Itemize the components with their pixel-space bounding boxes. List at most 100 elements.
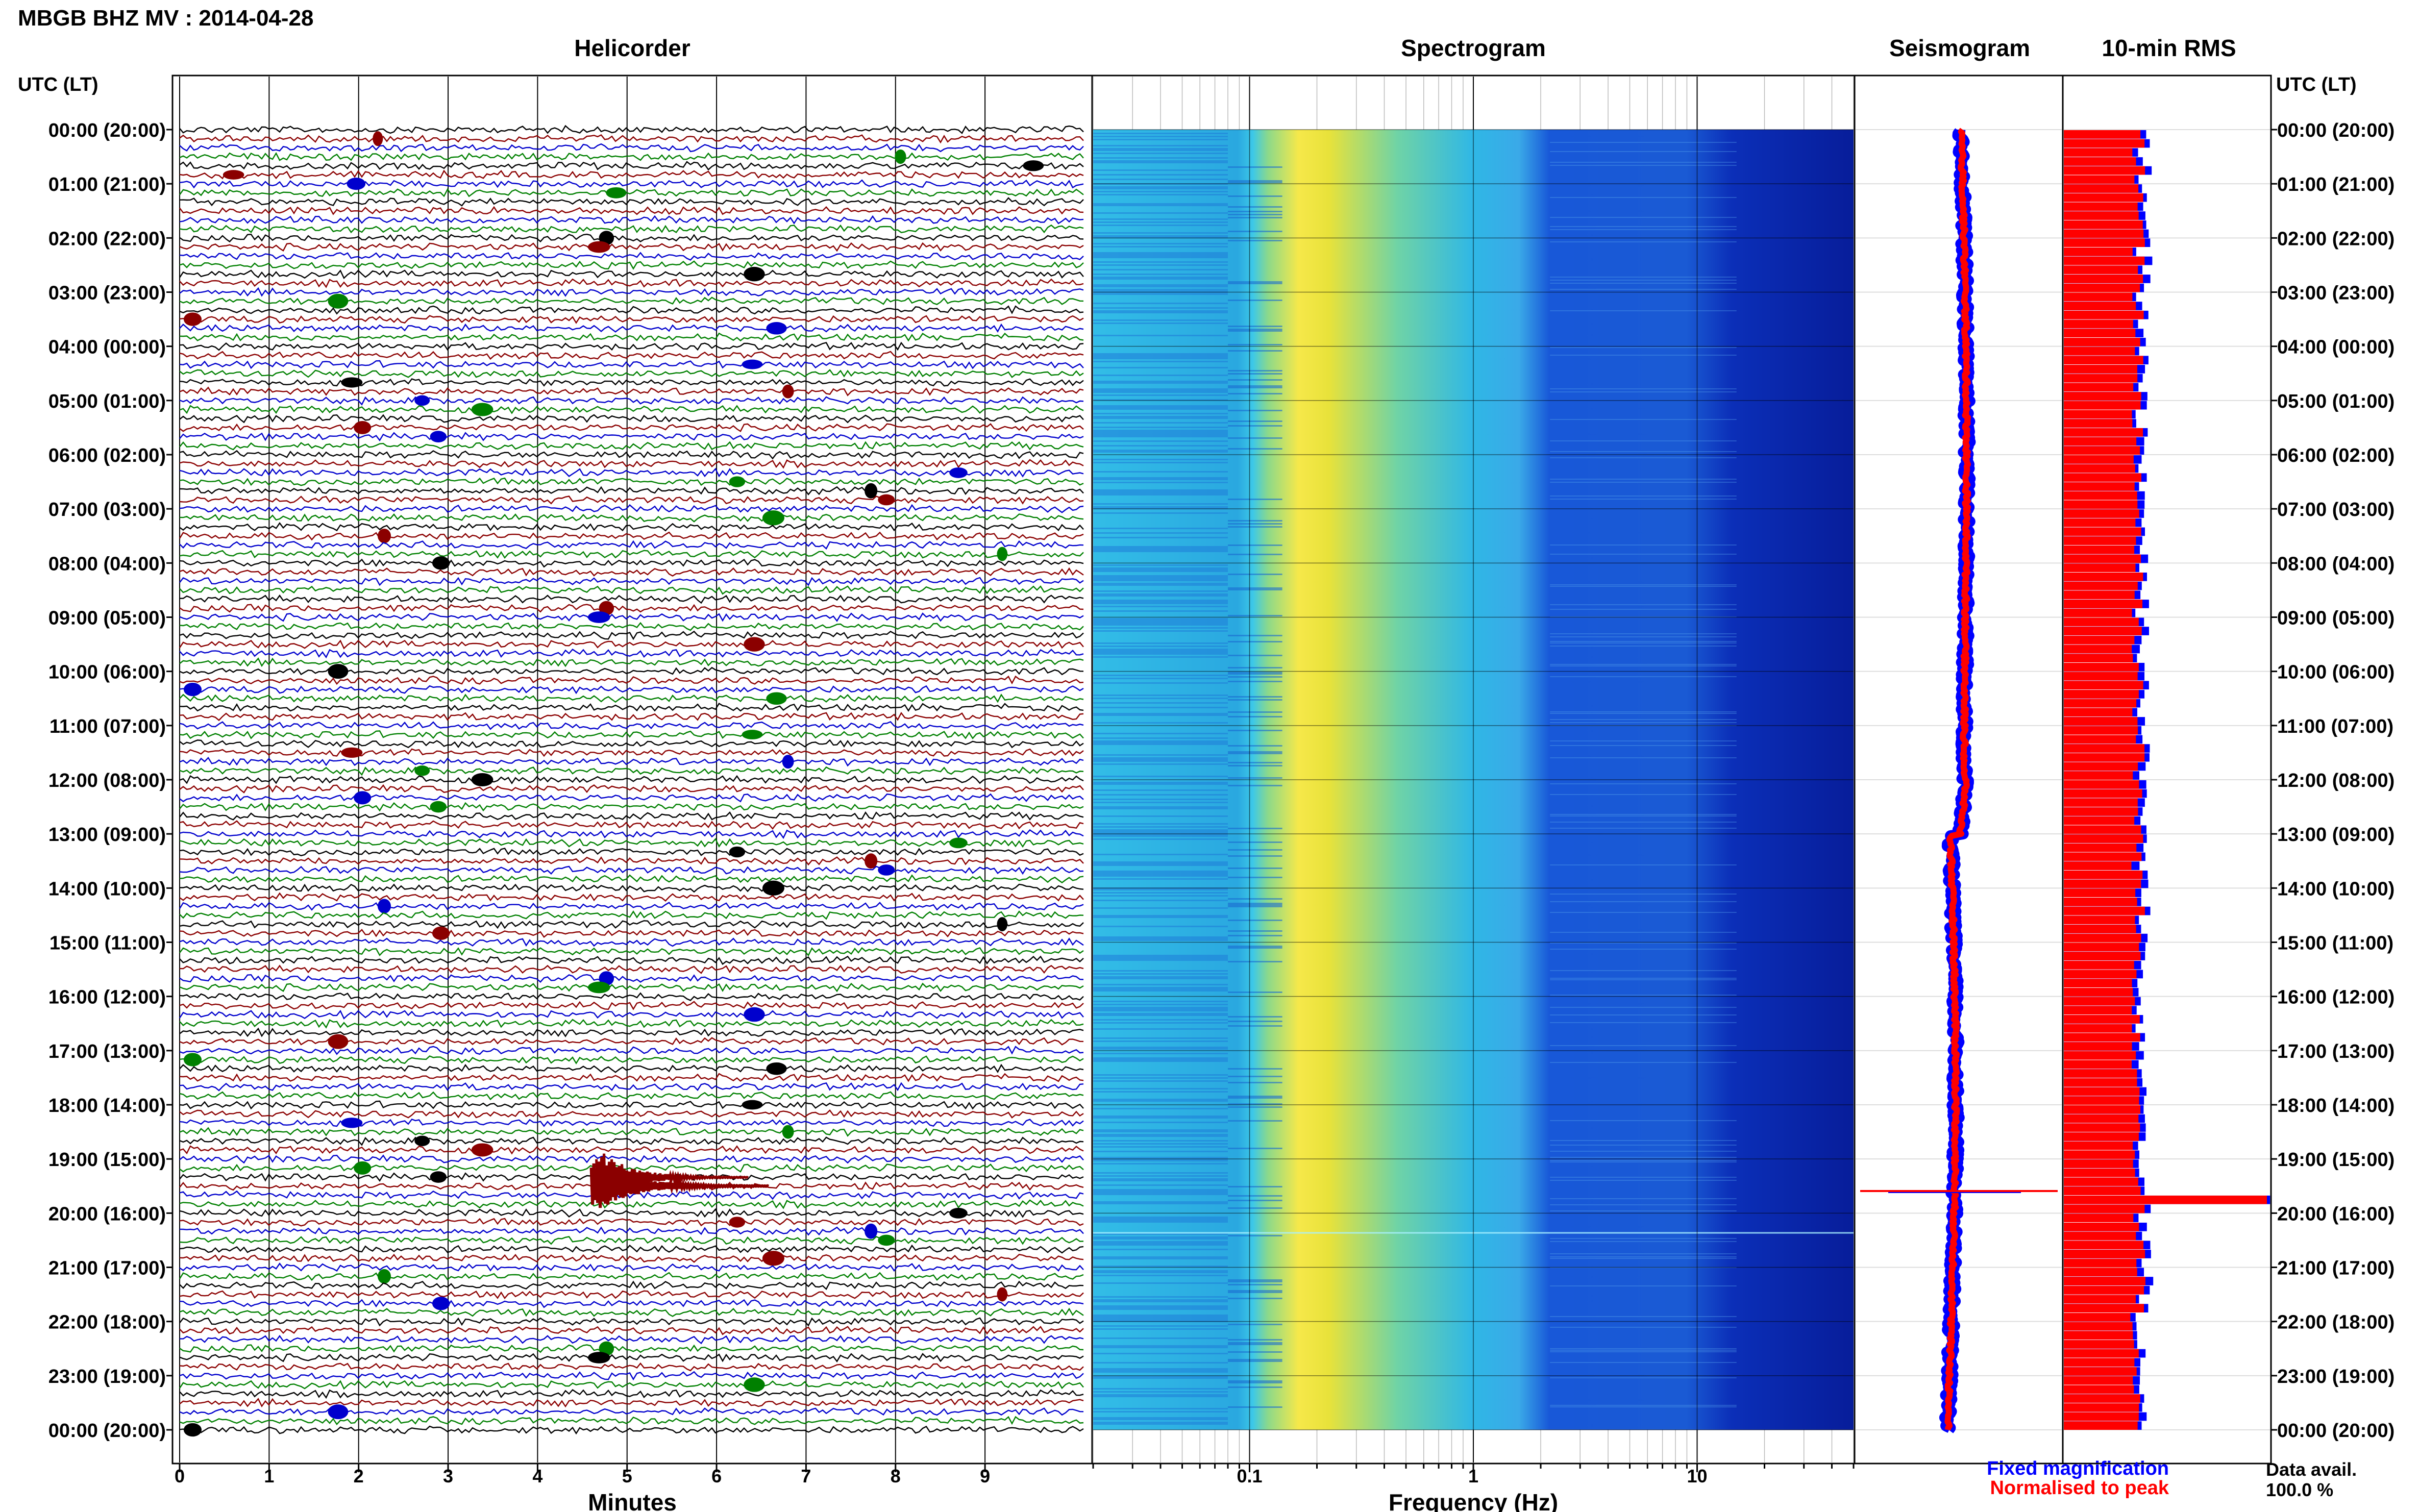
rms-bar xyxy=(2064,310,2144,319)
helicorder-trace-row xyxy=(179,1190,1084,1200)
time-label-right: 07:00 (03:00) xyxy=(2277,499,2395,520)
helicorder-burst xyxy=(865,1223,878,1239)
helicorder-trace-row xyxy=(179,1163,1084,1173)
left-time-labels: 00:00 (20:00) 01:00 (21:00) 02:00 (22:00) 0… xyxy=(48,120,172,1442)
spectrogram-tick-label: 0.1 xyxy=(1237,1466,1262,1486)
helicorder-burst xyxy=(341,377,363,388)
helicorder-trace-row xyxy=(179,1344,1084,1353)
rms-bar xyxy=(2064,1349,2139,1358)
rms-bar xyxy=(2064,1150,2135,1159)
helicorder-trace-row xyxy=(179,622,1084,631)
time-label-left: 03:00 (23:00) xyxy=(48,283,166,304)
helicorder-trace-row xyxy=(179,269,1084,280)
rms-bar xyxy=(2064,888,2136,898)
rms-bar xyxy=(2064,780,2139,789)
helicorder-burst xyxy=(782,384,794,399)
rms-bar xyxy=(2064,392,2141,401)
rms-bar xyxy=(2064,1195,2267,1204)
helicorder-trace-row xyxy=(179,657,1084,667)
helicorder-panel xyxy=(171,75,1093,1465)
rms-bar xyxy=(2064,1340,2134,1349)
helicorder-burst xyxy=(328,1034,349,1049)
rms-bar xyxy=(2064,383,2134,392)
helicorder-burst xyxy=(766,322,787,335)
helicorder-burst xyxy=(744,1007,765,1022)
helicorder-tick-label: 7 xyxy=(801,1466,811,1486)
helicorder-trace-row xyxy=(179,125,1084,134)
spectrogram-grid xyxy=(1093,77,1854,1463)
helicorder-trace-row xyxy=(179,929,1084,938)
helicorder-trace-row xyxy=(179,892,1084,902)
helicorder-burst xyxy=(430,431,447,442)
helicorder-burst xyxy=(762,1251,784,1266)
rms-bar xyxy=(2064,1096,2139,1105)
helicorder-trace-row xyxy=(179,982,1084,993)
helicorder-trace-row xyxy=(179,630,1084,640)
helicorder-trace-row xyxy=(179,287,1084,297)
helicorder-trace-row xyxy=(179,974,1084,983)
rms-bar xyxy=(2064,1015,2140,1024)
helicorder-burst xyxy=(183,1423,202,1437)
rms-bar xyxy=(2064,337,2140,346)
helicorder-trace-row xyxy=(179,992,1084,1001)
helicorder-burst xyxy=(347,178,366,190)
helicorder-trace-row xyxy=(179,721,1084,730)
time-label-right: 14:00 (10:00) xyxy=(2277,878,2395,900)
helicorder-trace-row xyxy=(179,1218,1084,1227)
rms-bar xyxy=(2064,302,2136,310)
helicorder-burst xyxy=(341,747,363,758)
rms-bar xyxy=(2064,581,2138,590)
helicorder-trace-row xyxy=(179,513,1084,523)
time-label-left: 16:00 (12:00) xyxy=(48,987,166,1008)
helicorder-burst xyxy=(744,637,765,652)
spectrogram-panel xyxy=(1091,75,1856,1465)
rms-bar xyxy=(2064,1114,2139,1123)
rms-bar xyxy=(2064,554,2141,563)
time-label-left: 01:00 (21:00) xyxy=(48,174,166,195)
rms-bar xyxy=(2064,1331,2133,1340)
rms-bar xyxy=(2064,672,2138,681)
time-label-left: 00:00 (20:00) xyxy=(48,120,166,141)
spectrogram-xlabel: Frequency (Hz) xyxy=(1389,1489,1558,1512)
helicorder-trace-row xyxy=(179,341,1084,351)
rms-bar xyxy=(2064,1394,2140,1403)
helicorder-burst xyxy=(744,266,765,282)
helicorder-trace-row xyxy=(179,1091,1084,1101)
rms-bar xyxy=(2064,1258,2137,1268)
rms-bar xyxy=(2064,1123,2140,1132)
time-label-left: 06:00 (02:00) xyxy=(48,445,166,466)
helicorder-trace-row xyxy=(179,604,1084,613)
time-label-right: 11:00 (07:00) xyxy=(2277,716,2393,737)
rms-bar xyxy=(2064,735,2136,744)
helicorder-burst xyxy=(587,611,610,623)
rms-bar xyxy=(2064,437,2137,446)
helicorder-traces xyxy=(179,125,1084,1437)
time-label-right: 00:00 (20:00) xyxy=(2277,120,2395,141)
helicorder-burst xyxy=(183,1053,202,1067)
helicorder-burst xyxy=(587,241,610,253)
time-label-left: 08:00 (04:00) xyxy=(48,553,166,575)
helicorder-burst xyxy=(729,476,746,487)
rms-bar xyxy=(2064,1376,2133,1385)
rms-bar xyxy=(2064,1421,2138,1430)
helicorder-trace-row xyxy=(179,1380,1084,1390)
helicorder-trace-row xyxy=(179,1127,1084,1137)
rms-bar xyxy=(2064,879,2141,888)
time-label-left: 12:00 (08:00) xyxy=(48,770,166,791)
rms-bar xyxy=(2064,1322,2133,1331)
helicorder-burst xyxy=(328,293,349,309)
helicorder-tick-label: 6 xyxy=(711,1466,722,1486)
time-label-left: 15:00 (11:00) xyxy=(50,933,166,954)
helicorder-trace-row xyxy=(179,169,1084,180)
helicorder-burst xyxy=(471,1143,493,1157)
helicorder-tick-label: 3 xyxy=(443,1466,453,1486)
helicorder-burst xyxy=(183,682,202,697)
time-label-right: 22:00 (18:00) xyxy=(2277,1312,2395,1333)
rms-bar xyxy=(2064,1033,2140,1042)
time-label-left: 19:00 (15:00) xyxy=(48,1149,166,1171)
rms-bar xyxy=(2064,1141,2133,1150)
helicorder-burst xyxy=(766,1062,787,1075)
rms-bar xyxy=(2064,500,2138,509)
rms-bar xyxy=(2064,1159,2133,1168)
helicorder-burst xyxy=(432,1297,450,1310)
